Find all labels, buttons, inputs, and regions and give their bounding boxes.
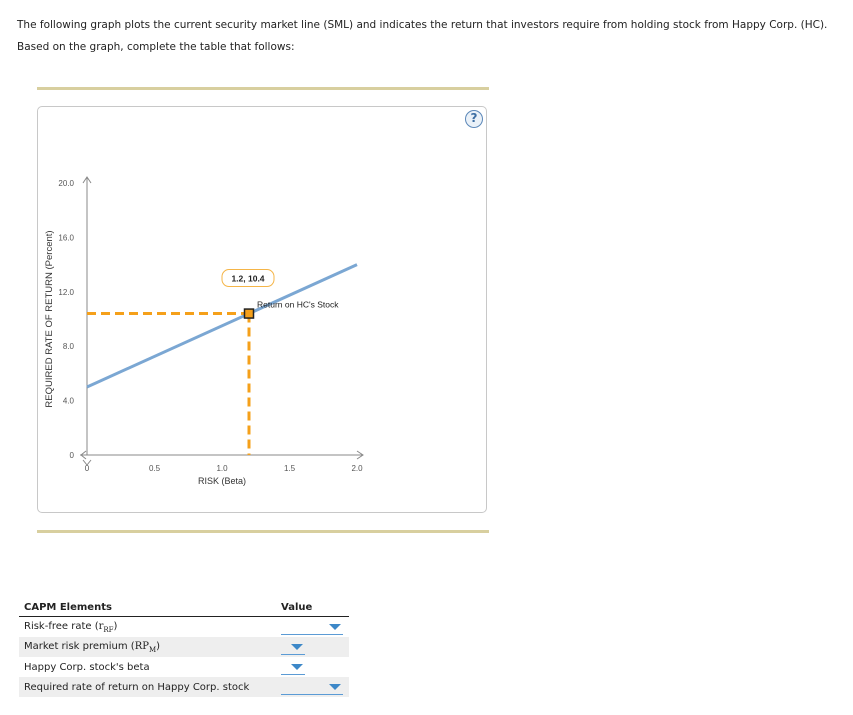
chart-panel: ? xyxy=(37,106,487,513)
row-label: Happy Corp. stock's beta xyxy=(24,661,150,673)
row-required-return: Required rate of return on Happy Corp. s… xyxy=(19,677,349,697)
svg-text:0: 0 xyxy=(85,464,90,473)
svg-text:16.0: 16.0 xyxy=(58,233,74,242)
row-label: Risk-free rate (rRF) xyxy=(24,620,118,634)
hc-stock-point[interactable] xyxy=(243,308,255,319)
bottom-divider xyxy=(37,530,489,533)
dropdown-arrow-icon xyxy=(329,623,341,630)
y-axis-label: REQUIRED RATE OF RETURN (Percent) xyxy=(44,230,55,407)
row-market-risk-premium: Market risk premium (RPM) xyxy=(19,637,349,657)
point-label: Return on HC's Stock xyxy=(257,300,339,310)
svg-text:1.5: 1.5 xyxy=(284,464,296,473)
y-axis-arrow-icon xyxy=(82,176,92,184)
sml-line xyxy=(86,263,358,389)
svg-text:20.0: 20.0 xyxy=(58,179,74,188)
capm-table-header: CAPM Elements Value xyxy=(19,600,349,617)
intro-text: The following graph plots the current se… xyxy=(17,19,828,53)
svg-text:0.5: 0.5 xyxy=(149,464,161,473)
row-risk-free-rate: Risk-free rate (rRF) xyxy=(19,617,349,637)
header-value: Value xyxy=(281,602,313,613)
x-axis-left-arrow-icon xyxy=(80,450,87,460)
svg-text:12.0: 12.0 xyxy=(58,288,74,297)
top-divider xyxy=(37,87,489,90)
y-tick-labels: 0 4.0 8.0 12.0 16.0 20.0 xyxy=(58,179,74,460)
market-risk-premium-dropdown[interactable] xyxy=(281,640,305,655)
y-axis-down-arrow-icon xyxy=(82,459,92,466)
dropdown-arrow-icon xyxy=(291,643,303,650)
point-tooltip xyxy=(221,269,275,288)
svg-text:1.0: 1.0 xyxy=(216,464,228,473)
help-icon[interactable]: ? xyxy=(465,110,483,128)
svg-text:0: 0 xyxy=(70,451,75,460)
row-label: Market risk premium (RPM) xyxy=(24,640,161,654)
dropdown-arrow-icon xyxy=(329,683,341,690)
svg-text:2.0: 2.0 xyxy=(351,464,363,473)
required-return-dropdown[interactable] xyxy=(281,680,343,695)
svg-text:8.0: 8.0 xyxy=(63,342,75,351)
x-axis-label: RISK (Beta) xyxy=(198,476,246,486)
x-tick-labels: 0 0.5 1.0 1.5 2.0 xyxy=(85,464,363,473)
header-elements: CAPM Elements xyxy=(24,602,112,613)
capm-table: CAPM Elements Value Risk-free rate (rRF)… xyxy=(19,600,349,697)
x-axis-arrow-icon xyxy=(356,450,364,460)
row-beta: Happy Corp. stock's beta xyxy=(19,657,349,677)
row-label: Required rate of return on Happy Corp. s… xyxy=(24,681,250,693)
beta-dropdown[interactable] xyxy=(281,660,305,675)
risk-free-rate-dropdown[interactable] xyxy=(281,620,343,635)
svg-text:4.0: 4.0 xyxy=(63,397,75,406)
point-tooltip-text: 1.2, 10.4 xyxy=(231,274,264,284)
dropdown-arrow-icon xyxy=(291,663,303,670)
